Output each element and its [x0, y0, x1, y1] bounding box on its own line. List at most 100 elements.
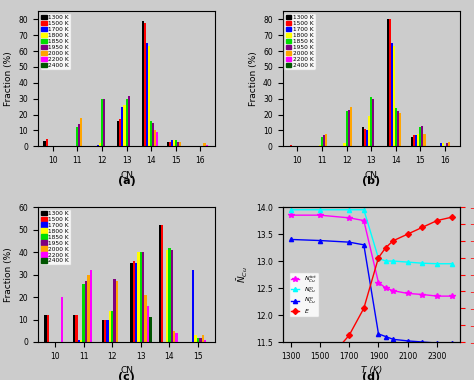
Bar [45, 315, 47, 342]
$N_{Cu}^{p}$ [390, 337, 396, 342]
$N_{Cu}^{p}$ [375, 332, 381, 336]
Bar [73, 315, 75, 342]
Bar [97, 145, 99, 146]
$E$ [346, 333, 352, 337]
Bar [346, 111, 347, 146]
Bar [82, 283, 85, 342]
Bar [85, 281, 87, 342]
Bar [154, 130, 156, 146]
Bar [169, 142, 171, 146]
Bar [368, 116, 370, 146]
X-axis label: T (K): T (K) [361, 366, 382, 375]
Bar [350, 107, 352, 146]
Bar [137, 252, 140, 342]
Text: (b): (b) [362, 176, 380, 186]
$E$ [317, 367, 323, 371]
Bar [389, 19, 391, 146]
$E$ [449, 215, 455, 220]
$N_{Cu}^{n}$ [434, 261, 440, 266]
$N_{Cu}^{n}$ [375, 256, 381, 261]
Bar [199, 337, 201, 342]
Bar [168, 247, 171, 342]
$N_{Cu}^{p}$ [346, 240, 352, 244]
$N_{Cu}^{tot}$ [375, 280, 381, 285]
Bar [80, 340, 82, 342]
Bar [152, 122, 154, 146]
$N_{Cu}^{n}$ [361, 207, 367, 212]
Legend: $N_{Cu}^{tot}$, $N_{Cu}^{n}$, $N_{Cu}^{p}$, $E$: $N_{Cu}^{tot}$, $N_{Cu}^{n}$, $N_{Cu}^{p… [289, 272, 319, 317]
Legend: 1300 K, 1500 K, 1700 K, 1800 K, 1850 K, 1950 K, 2000 K, 2200 K, 2400 K: 1300 K, 1500 K, 1700 K, 1800 K, 1850 K, … [40, 209, 71, 265]
Bar [411, 137, 413, 146]
Bar [156, 132, 158, 146]
Bar [145, 295, 147, 342]
Bar [203, 143, 206, 146]
Bar [386, 19, 389, 146]
X-axis label: CN: CN [365, 171, 378, 180]
Y-axis label: Fraction (%): Fraction (%) [4, 52, 13, 106]
Bar [419, 127, 421, 146]
Bar [344, 143, 346, 146]
Bar [421, 126, 423, 146]
Legend: 1300 K, 1500 K, 1700 K, 1800 K, 1850 K, 1950 K, 2000 K, 2200 K, 2400 K: 1300 K, 1500 K, 1700 K, 1800 K, 1850 K, … [284, 13, 316, 70]
Bar [78, 124, 81, 146]
Bar [76, 127, 78, 146]
X-axis label: CN: CN [120, 366, 133, 375]
Bar [323, 135, 325, 146]
Bar [201, 335, 204, 342]
$N_{Cu}^{tot}$ [383, 286, 389, 290]
Line: $N_{Cu}^{tot}$: $N_{Cu}^{tot}$ [288, 212, 455, 299]
$N_{Cu}^{p}$ [317, 238, 323, 243]
Bar [197, 337, 199, 342]
Bar [161, 225, 164, 342]
Bar [319, 145, 321, 146]
Bar [347, 110, 350, 146]
$N_{Cu}^{p}$ [434, 341, 440, 345]
Bar [135, 263, 137, 342]
Bar [372, 99, 374, 146]
Bar [144, 22, 146, 146]
Bar [142, 252, 145, 342]
Bar [111, 310, 113, 342]
Bar [99, 143, 101, 146]
$N_{Cu}^{p}$ [405, 339, 410, 343]
Bar [440, 143, 442, 146]
Bar [448, 142, 450, 146]
$N_{Cu}^{n}$ [419, 261, 425, 266]
Bar [325, 134, 327, 146]
Bar [119, 119, 121, 146]
Bar [417, 134, 419, 146]
$N_{Cu}^{tot}$ [317, 213, 323, 217]
$N_{Cu}^{tot}$ [346, 215, 352, 220]
Bar [104, 320, 106, 342]
Bar [366, 130, 368, 146]
$E$ [375, 255, 381, 260]
$E$ [383, 245, 389, 250]
Bar [140, 252, 142, 342]
Bar [179, 142, 181, 146]
Bar [175, 140, 177, 146]
Text: (d): (d) [362, 372, 380, 380]
Y-axis label: Fraction (%): Fraction (%) [4, 247, 13, 302]
Bar [133, 261, 135, 342]
Bar [206, 145, 208, 146]
$N_{Cu}^{tot}$ [419, 292, 425, 297]
Bar [109, 310, 111, 342]
$N_{Cu}^{tot}$ [405, 291, 410, 296]
Bar [150, 121, 152, 146]
Bar [290, 145, 292, 146]
Bar [321, 137, 323, 146]
Bar [166, 250, 168, 342]
Bar [87, 274, 90, 342]
Text: (c): (c) [118, 372, 135, 380]
Bar [395, 108, 397, 146]
Bar [103, 99, 105, 146]
$N_{Cu}^{n}$ [390, 259, 396, 263]
Bar [442, 143, 444, 146]
Bar [101, 320, 104, 342]
$E$ [419, 225, 425, 230]
$N_{Cu}^{n}$ [288, 207, 293, 212]
$N_{Cu}^{tot}$ [390, 288, 396, 293]
$E$ [405, 232, 410, 236]
X-axis label: CN: CN [120, 171, 133, 180]
Bar [399, 113, 401, 146]
